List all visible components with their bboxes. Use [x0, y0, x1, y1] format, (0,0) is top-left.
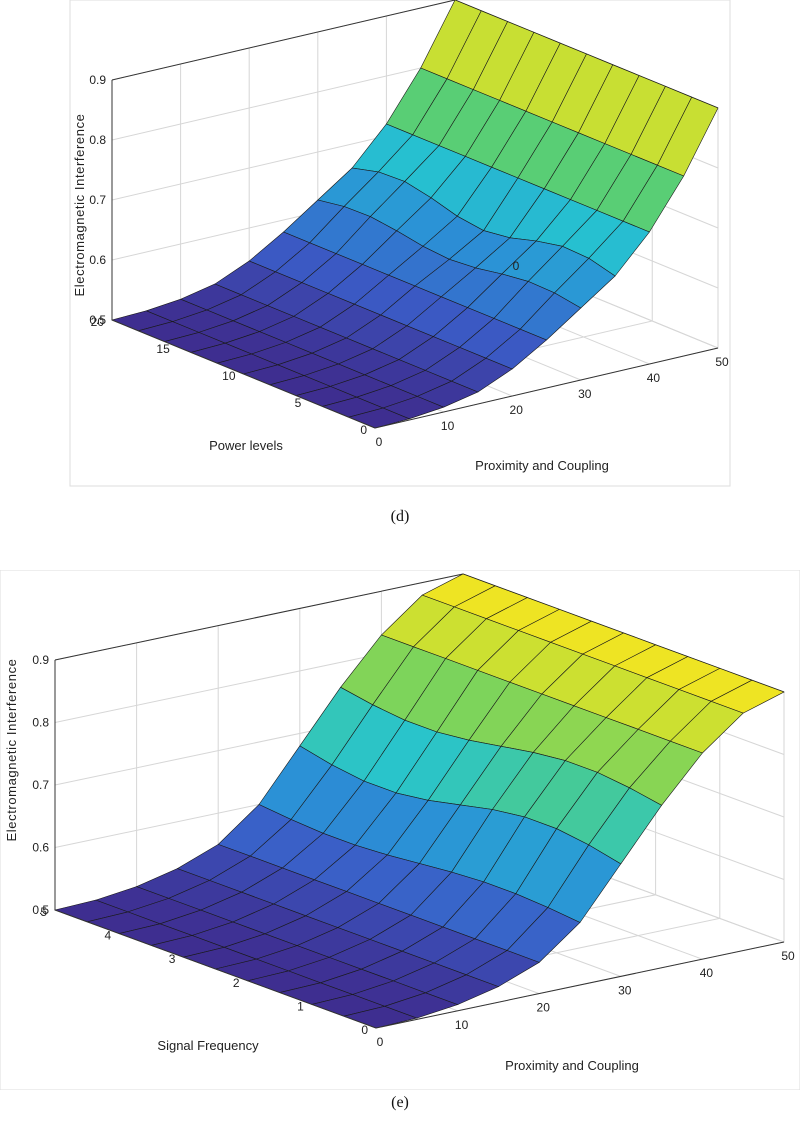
y-tick-label: 0	[360, 423, 367, 437]
x-tick-label: 50	[781, 949, 795, 963]
y-axis-line	[111, 319, 376, 429]
z-axis-label: Electromagnetic Interference	[72, 114, 87, 297]
y-tick-label: 0	[361, 1023, 368, 1037]
x-axis-line	[374, 347, 719, 429]
y-tick-label: 1	[297, 999, 304, 1013]
z-tick-label: 0.9	[89, 73, 106, 87]
x-tick-label: 10	[455, 1018, 469, 1032]
x-axis-line	[375, 941, 785, 1029]
z-tick-label: 0.6	[89, 253, 106, 267]
z-tick-label: 0.9	[32, 653, 49, 667]
y-tick-label: 5	[295, 396, 302, 410]
y-axis-label: Power levels	[209, 438, 283, 453]
x-tick-label: 30	[578, 387, 592, 401]
x-axis-label: Proximity and Coupling	[505, 1058, 639, 1073]
x-tick-label: 20	[510, 403, 524, 417]
y-tick-label: 20	[91, 315, 105, 329]
surface-chart-d: 01020304050051015200.50.60.70.80.9Proxim…	[69, 0, 731, 487]
z-tick-label: 0.8	[89, 133, 106, 147]
y-tick-label: 4	[105, 929, 112, 943]
z-tick-label: 0.5	[89, 313, 106, 327]
x-tick-label: 20	[537, 1001, 551, 1015]
y-tick-label: 3	[169, 952, 176, 966]
surface-chart-e: 0 10 20 30 40 50 0 1 2 3 4 50.5 0.6 0.7 0.8 0.9 Proximit…	[0, 570, 800, 1090]
chart-panel-e: 0 10 20 30 40 50 0 1 2 3 4 5 0.5 0.6 0.7 0.8 0.9 Proximit…	[0, 570, 800, 1129]
x-tick-label: 50	[715, 355, 729, 369]
x-tick-label: 40	[647, 371, 661, 385]
chart-panel-d: 0 10 20 30 40 50 0 5 10 15 20 0.5 0.6 0.7 0.8 0.9 Proxim…	[0, 0, 800, 540]
x-tick-label: 10	[441, 419, 455, 433]
caption-e: (e)	[391, 1094, 409, 1111]
z-tick-label: 0.7	[32, 778, 49, 792]
caption-d: (d)	[390, 508, 410, 525]
y-tick-label: 2	[233, 976, 240, 990]
x-tick-label: 40	[700, 966, 714, 980]
y-axis-line	[54, 909, 377, 1029]
back-edge-top-y	[54, 573, 464, 661]
z-tick-label: 0.6	[32, 841, 49, 855]
surface-annotation: 0	[513, 259, 520, 273]
y-axis-label: Signal Frequency	[157, 1038, 259, 1053]
x-axis-label: Proximity and Coupling	[475, 458, 609, 473]
z-axis-label: Electromagnetic Interference	[4, 659, 19, 842]
y-tick-label: 5	[40, 905, 47, 919]
z-tick-label: 0.5	[32, 903, 49, 917]
x-tick-label: 30	[618, 983, 632, 997]
z-tick-label: 0.8	[32, 716, 49, 730]
x-tick-label: 0	[377, 1035, 384, 1049]
y-tick-label: 15	[156, 342, 170, 356]
back-edge-top-y	[111, 0, 456, 81]
x-tick-label: 0	[376, 435, 383, 449]
z-tick-label: 0.7	[89, 193, 106, 207]
y-tick-label: 10	[222, 369, 236, 383]
